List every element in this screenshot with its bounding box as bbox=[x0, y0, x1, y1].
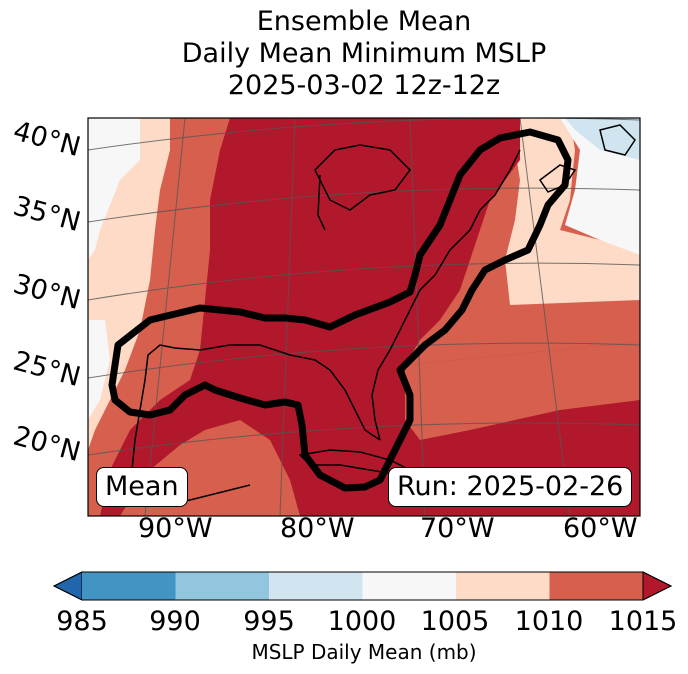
parallel-30n bbox=[88, 262, 640, 301]
colorbar-segment-1 bbox=[175, 572, 269, 600]
cbar-tick-1005: 1005 bbox=[420, 606, 490, 637]
region-1010-1015-south bbox=[405, 342, 640, 440]
colorbar-segment-5 bbox=[549, 572, 643, 600]
colorbar-outline bbox=[52, 571, 673, 601]
colorbar-label: MSLP Daily Mean (mb) bbox=[251, 640, 477, 664]
lon-label-80w: 80°W bbox=[280, 513, 355, 544]
colorbar-segment-3 bbox=[362, 572, 456, 600]
cbar-tick-1010: 1010 bbox=[514, 606, 584, 637]
colorbar-extend-high bbox=[642, 571, 673, 601]
cbar-tick-985: 985 bbox=[56, 606, 108, 637]
coast-lake-michigan bbox=[317, 174, 326, 231]
colorbar-extend-low bbox=[52, 571, 83, 601]
lon-label-90w: 90°W bbox=[138, 513, 213, 544]
coast-nova-scotia bbox=[538, 164, 577, 193]
region-1000-1005-west bbox=[88, 118, 140, 260]
cbar-tick-1015: 1015 bbox=[608, 606, 678, 637]
coast-great-lakes bbox=[314, 144, 411, 211]
region-1000-1005-west-lower bbox=[88, 320, 110, 420]
title-line-3: 2025-03-02 12z-12z bbox=[227, 70, 501, 101]
mean-label-box: Mean bbox=[96, 467, 188, 507]
colorbar-segment-4 bbox=[456, 572, 550, 600]
cbar-tick-1000: 1000 bbox=[327, 606, 397, 637]
meridian-70w bbox=[409, 118, 426, 516]
lon-label-70w: 70°W bbox=[420, 513, 495, 544]
coast-east bbox=[371, 149, 521, 441]
colorbar-segment-2 bbox=[269, 572, 363, 600]
cbar-tick-995: 995 bbox=[243, 606, 295, 637]
contour-1010 bbox=[108, 128, 572, 492]
coast-newfoundland bbox=[599, 124, 636, 156]
title-line-1: Ensemble Mean bbox=[256, 6, 472, 37]
meridian-60w bbox=[519, 118, 571, 516]
parallel-20n bbox=[88, 422, 640, 456]
parallel-25n bbox=[88, 342, 640, 379]
colorbar-segment-0 bbox=[82, 572, 176, 600]
run-label-box: Run: 2025-02-26 bbox=[388, 467, 633, 507]
region-1005-1010-east bbox=[505, 118, 640, 305]
title-line-2: Daily Mean Minimum MSLP bbox=[181, 38, 547, 69]
lon-label-60w: 60°W bbox=[563, 513, 638, 544]
map-frame bbox=[87, 117, 641, 517]
cbar-tick-990: 990 bbox=[149, 606, 201, 637]
